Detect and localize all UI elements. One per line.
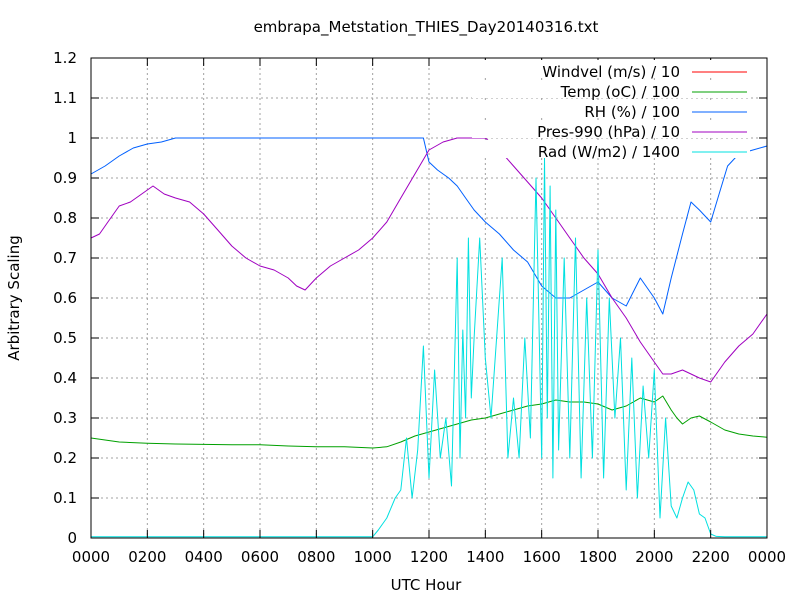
series-line bbox=[91, 157, 767, 538]
y-tick-label: 0.9 bbox=[53, 169, 77, 187]
x-axis-title: UTC Hour bbox=[391, 576, 462, 594]
x-tick-label: 0600 bbox=[241, 548, 279, 566]
legend-entry-background bbox=[472, 80, 750, 98]
y-tick-label: 0.8 bbox=[53, 209, 77, 227]
chart-title: embrapa_Metstation_THIES_Day20140316.txt bbox=[254, 18, 599, 37]
series-line bbox=[90, 137, 768, 315]
legend-label: RH (%) / 100 bbox=[584, 103, 680, 121]
y-tick-label: 0 bbox=[67, 529, 77, 547]
x-tick-label: 0800 bbox=[297, 548, 335, 566]
y-tick-label: 0.2 bbox=[53, 449, 77, 467]
y-tick-label: 0.6 bbox=[53, 289, 77, 307]
y-tick-label: 0.4 bbox=[53, 369, 77, 387]
legend-label: Rad (W/m2) / 1400 bbox=[538, 143, 680, 161]
x-tick-label: 0200 bbox=[128, 548, 166, 566]
plot-frame bbox=[90, 57, 768, 539]
y-axis-title: Arbitrary Scaling bbox=[5, 235, 23, 361]
legend-entry-background bbox=[472, 140, 750, 158]
legend-entry-background bbox=[472, 120, 750, 138]
x-tick-label: 1200 bbox=[410, 548, 448, 566]
x-tick-label: 2000 bbox=[635, 548, 673, 566]
legend-label: Windvel (m/s) / 10 bbox=[542, 63, 680, 81]
legend-entry-background bbox=[472, 100, 750, 118]
legend-label: Pres-990 (hPa) / 10 bbox=[537, 123, 680, 141]
legend-entry-background bbox=[472, 60, 750, 78]
series-line bbox=[90, 395, 768, 449]
y-tick-label: 1.2 bbox=[53, 49, 77, 67]
axes: 0 0.1 0.2 0.3 0.4 0.5 0.6 0.7 0.8 0.9 1 1.1 1.2 0000 0… bbox=[53, 49, 786, 566]
y-tick-label: 0.7 bbox=[53, 249, 77, 267]
x-tick-label: 1800 bbox=[579, 548, 617, 566]
y-tick-label: 1.1 bbox=[53, 89, 77, 107]
x-tick-label: 2200 bbox=[692, 548, 730, 566]
x-tick-label: 0000 bbox=[748, 548, 786, 566]
plot-area bbox=[90, 137, 768, 538]
x-tick-label: 0400 bbox=[185, 548, 223, 566]
x-tick-label: 1400 bbox=[466, 548, 504, 566]
legend-label: Temp (oC) / 100 bbox=[560, 83, 680, 101]
y-tick-label: 0.3 bbox=[53, 409, 77, 427]
x-tick-label: 0000 bbox=[72, 548, 110, 566]
y-tick-label: 0.5 bbox=[53, 329, 77, 347]
legend: Windvel (m/s) / 10 Temp (oC) / 100 RH (%) … bbox=[472, 60, 750, 161]
y-tick-label: 1 bbox=[67, 129, 77, 147]
series-line bbox=[90, 137, 768, 383]
y-tick-label: 0.1 bbox=[53, 489, 77, 507]
x-tick-label: 1000 bbox=[354, 548, 392, 566]
x-tick-label: 1600 bbox=[523, 548, 561, 566]
